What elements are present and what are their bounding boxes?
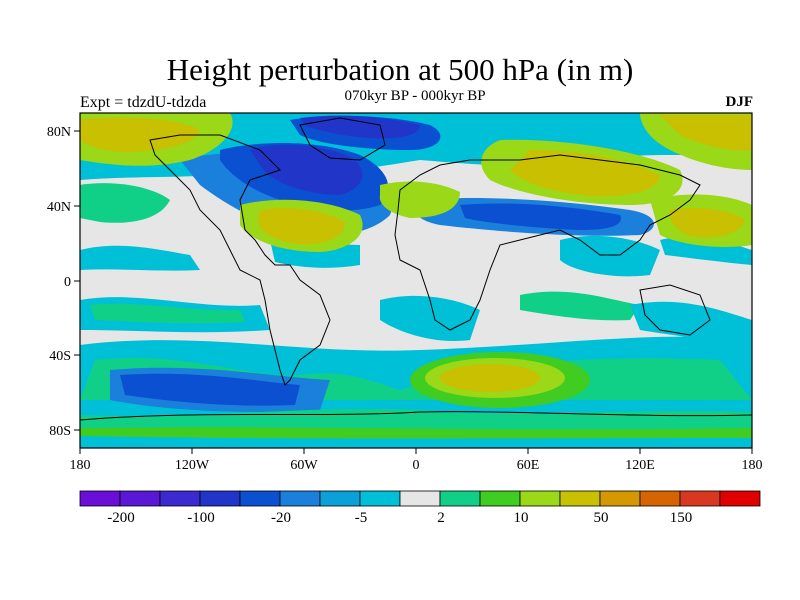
colorbar: [79, 490, 761, 507]
colorbar-swatch: [239, 490, 281, 507]
colorbar-label: -20: [271, 510, 291, 526]
lon-label-180w: 180: [70, 458, 91, 473]
colorbar-label: 10: [514, 510, 529, 526]
experiment-label: Expt = tdzdU-tdzda: [80, 94, 207, 111]
longitude-labels: 180 120W 60W 0 60E 120E 180: [70, 448, 763, 473]
colorbar-labels: -200 -100 -20 -5 2 10 50 150: [107, 510, 692, 526]
colorbar-swatch: [439, 490, 481, 507]
colorbar-label: 150: [670, 510, 693, 526]
lat-label-80n: 80N: [47, 125, 71, 140]
colorbar-label: -5: [355, 510, 368, 526]
colorbar-swatch: [399, 490, 441, 507]
colorbar-label: -100: [187, 510, 215, 526]
chart-subtitle: 070kyr BP - 000kyr BP: [344, 88, 486, 104]
colorbar-label: 2: [437, 510, 445, 526]
colorbar-label: -200: [107, 510, 135, 526]
latitude-labels: 80N 40N 0 40S 80S: [47, 125, 80, 439]
colorbar-swatch: [679, 490, 721, 507]
lon-label-120w: 120W: [175, 458, 210, 473]
colorbar-swatch: [639, 490, 681, 507]
lon-label-180e: 180: [742, 458, 763, 473]
colorbar-swatch: [479, 490, 521, 507]
colorbar-swatch: [279, 490, 321, 507]
colorbar-swatch: [359, 490, 401, 507]
colorbar-swatch: [719, 490, 761, 507]
lon-label-120e: 120E: [625, 458, 655, 473]
chart-title: Height perturbation at 500 hPa (in m): [166, 52, 634, 87]
colorbar-swatch: [599, 490, 641, 507]
lon-label-60e: 60E: [517, 458, 540, 473]
lat-label-80s: 80S: [49, 424, 71, 439]
colorbar-swatch: [159, 490, 201, 507]
lon-label-60w: 60W: [290, 458, 318, 473]
colorbar-swatch: [199, 490, 241, 507]
colorbar-swatch: [79, 490, 121, 507]
lat-label-40s: 40S: [49, 349, 71, 364]
colorbar-swatch: [119, 490, 161, 507]
lat-label-40n: 40N: [47, 200, 71, 215]
lon-label-0: 0: [413, 458, 420, 473]
lat-label-0: 0: [64, 275, 71, 290]
map-field: [80, 113, 752, 448]
season-label: DJF: [725, 94, 754, 110]
colorbar-swatch: [319, 490, 361, 507]
colorbar-swatch: [519, 490, 561, 507]
colorbar-swatch: [559, 490, 601, 507]
colorbar-label: 50: [594, 510, 609, 526]
